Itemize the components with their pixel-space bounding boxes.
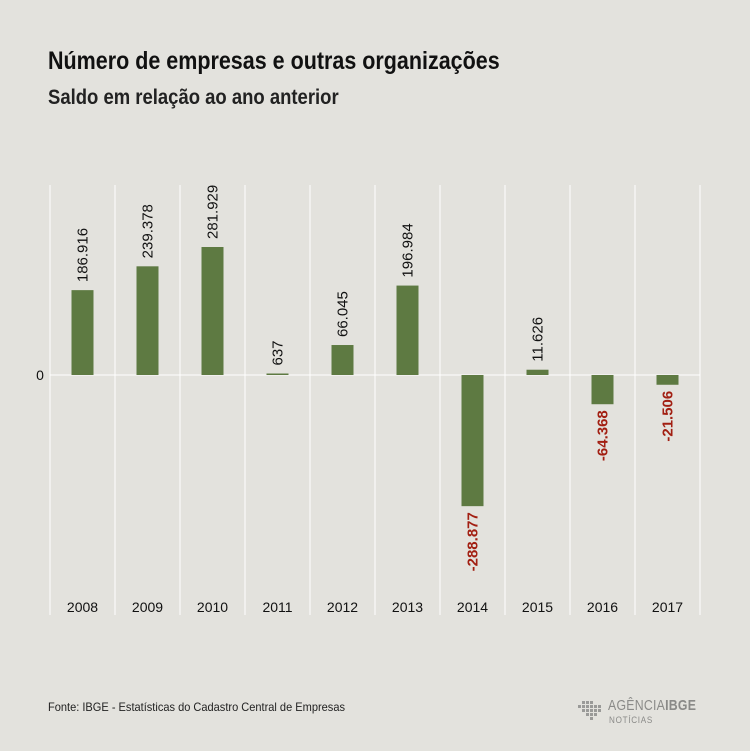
bar-2014 — [461, 375, 484, 507]
x-tick-label: 2012 — [327, 599, 358, 615]
source-note: Fonte: IBGE - Estatísticas do Cadastro C… — [48, 700, 345, 714]
x-tick-label: 2009 — [132, 599, 163, 615]
value-label-2017: -21.506 — [660, 391, 677, 442]
bar-2017 — [656, 375, 679, 385]
value-label-2014: -288.877 — [465, 512, 482, 571]
chart-subtitle: Saldo em relação ao ano anterior — [48, 86, 339, 109]
bar-2015 — [526, 369, 549, 375]
logo-wordmark: AGÊNCIAIBGE — [608, 697, 696, 714]
x-tick-label: 2014 — [457, 599, 488, 615]
logo-word-agencia: AGÊNCIA — [608, 697, 666, 714]
bar-2012 — [331, 345, 354, 375]
ibge-map-icon — [578, 701, 601, 720]
value-label-2015: 11.626 — [530, 317, 547, 362]
x-tick-label: 2013 — [392, 599, 423, 615]
chart-bars — [71, 247, 679, 507]
chart-title: Número de empresas e outras organizações — [48, 47, 500, 75]
x-tick-label: 2017 — [652, 599, 683, 615]
value-label-2011: 637 — [270, 340, 287, 365]
chart-y-tick-labels: 0 — [36, 367, 44, 383]
x-tick-label: 2011 — [262, 599, 292, 615]
bar-2016 — [591, 375, 614, 405]
logo-word-ibge: IBGE — [665, 697, 697, 714]
chart-x-tick-labels: 2008 2009 2010 2011 2012 2013 2014 2015 2016 2017 — [67, 599, 683, 615]
chart-value-labels: 186.916 239.378 281.929 637 66.045 196.984 -28… — [75, 185, 677, 572]
value-label-2010: 281.929 — [205, 185, 222, 239]
bar-2011 — [266, 373, 289, 375]
agencia-ibge-logo: AGÊNCIAIBGE NOTÍCIAS — [578, 697, 708, 729]
y-tick-label: 0 — [36, 367, 44, 383]
value-label-2016: -64.368 — [595, 410, 612, 461]
x-tick-label: 2010 — [197, 599, 228, 615]
value-label-2008: 186.916 — [75, 228, 92, 282]
x-tick-label: 2015 — [522, 599, 553, 615]
bar-2013 — [396, 285, 419, 375]
x-tick-label: 2016 — [587, 599, 618, 615]
logo-sub-noticias: NOTÍCIAS — [609, 715, 654, 725]
bar-2008 — [71, 290, 94, 375]
bar-2009 — [136, 266, 159, 375]
value-label-2012: 66.045 — [335, 291, 352, 337]
x-tick-label: 2008 — [67, 599, 98, 615]
value-label-2013: 196.984 — [400, 223, 417, 277]
bar-2010 — [201, 247, 224, 375]
value-label-2009: 239.378 — [140, 204, 157, 258]
